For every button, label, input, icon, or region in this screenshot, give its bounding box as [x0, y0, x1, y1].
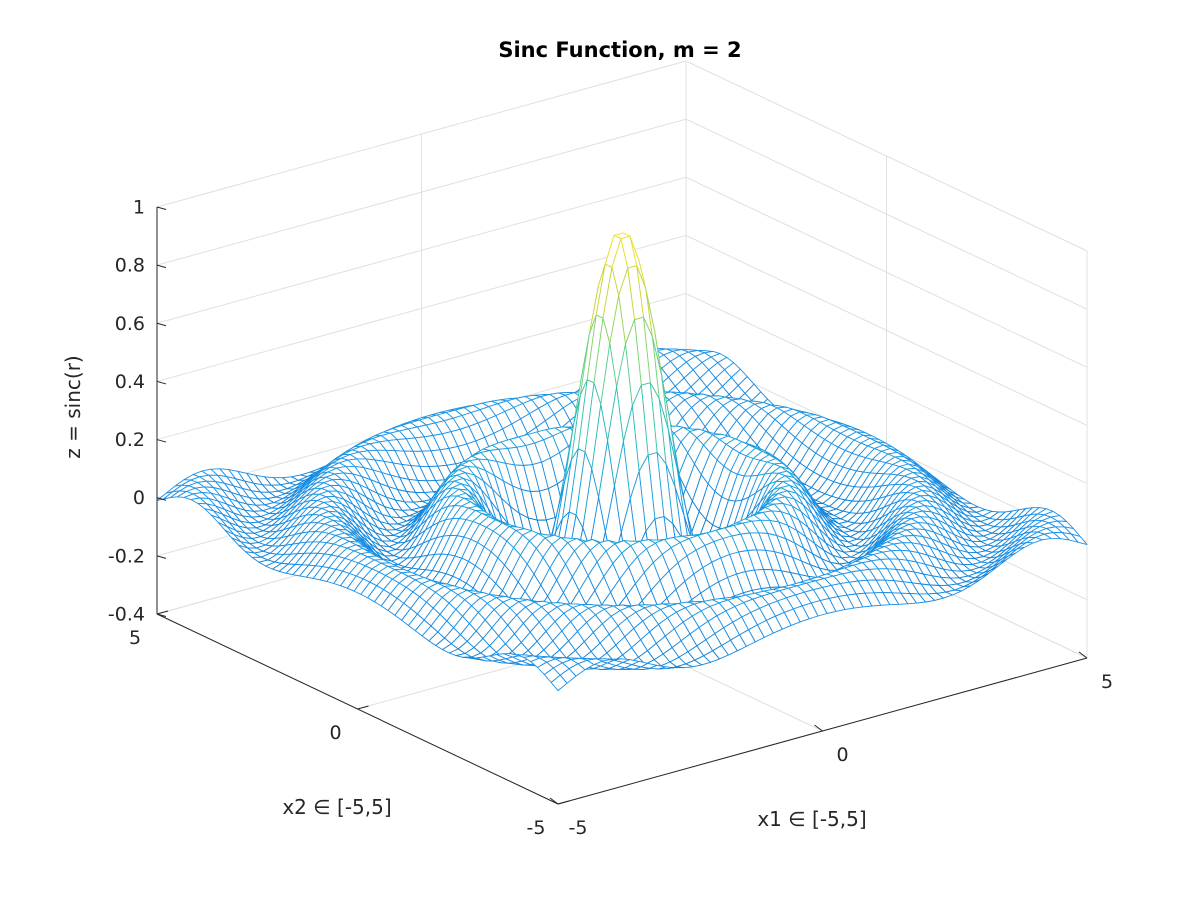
mesh-surface	[156, 232, 1088, 692]
z-tick-label: -0.4	[108, 604, 145, 626]
z-tick-label: 0	[133, 487, 145, 509]
tick-labels: -0.4 -0.2 0 0.2 0.4 0.6 0.8 1 -5 0 5 -5 0 5	[108, 197, 1113, 840]
x2-tick-label: 5	[129, 627, 141, 649]
z-tick-label: -0.2	[108, 545, 145, 567]
z-tick-label: 0.2	[115, 429, 145, 451]
z-tick-label: 1	[133, 197, 145, 219]
z-tick	[156, 613, 167, 617]
z-tick-label: 0.8	[115, 255, 145, 277]
x1-tick-label: -5	[569, 817, 588, 839]
x1-tick	[549, 797, 559, 805]
z-tick	[156, 264, 167, 269]
axes	[156, 206, 1088, 805]
z-tick	[156, 322, 167, 327]
x2-tick	[156, 610, 169, 615]
z-tick	[156, 380, 167, 385]
z-tick	[156, 206, 167, 210]
z-tick	[156, 439, 167, 443]
x1-tick	[814, 724, 823, 732]
x1-tick	[1078, 651, 1088, 659]
x2-tick-label: 0	[329, 722, 341, 744]
x2-tick	[557, 800, 570, 805]
x2-tick-label: -5	[527, 817, 546, 839]
x2-axis-label: x2 ∈ [-5,5]	[282, 795, 391, 819]
z-tick-label: 0.6	[115, 313, 145, 335]
z-axis-label: z = sinc(r)	[61, 355, 85, 458]
x1-tick-label: 5	[1101, 671, 1113, 693]
z-tick	[156, 555, 167, 559]
x2-tick	[357, 705, 369, 710]
x1-axis-label: x1 ∈ [-5,5]	[757, 807, 866, 831]
grid-line-z	[156, 60, 1088, 252]
chart-title: Sinc Function, m = 2	[498, 38, 741, 62]
z-tick	[156, 497, 167, 501]
z-tick-label: 0.4	[115, 371, 145, 393]
x1-tick-label: 0	[836, 744, 848, 766]
mesh-cell	[550, 674, 568, 692]
